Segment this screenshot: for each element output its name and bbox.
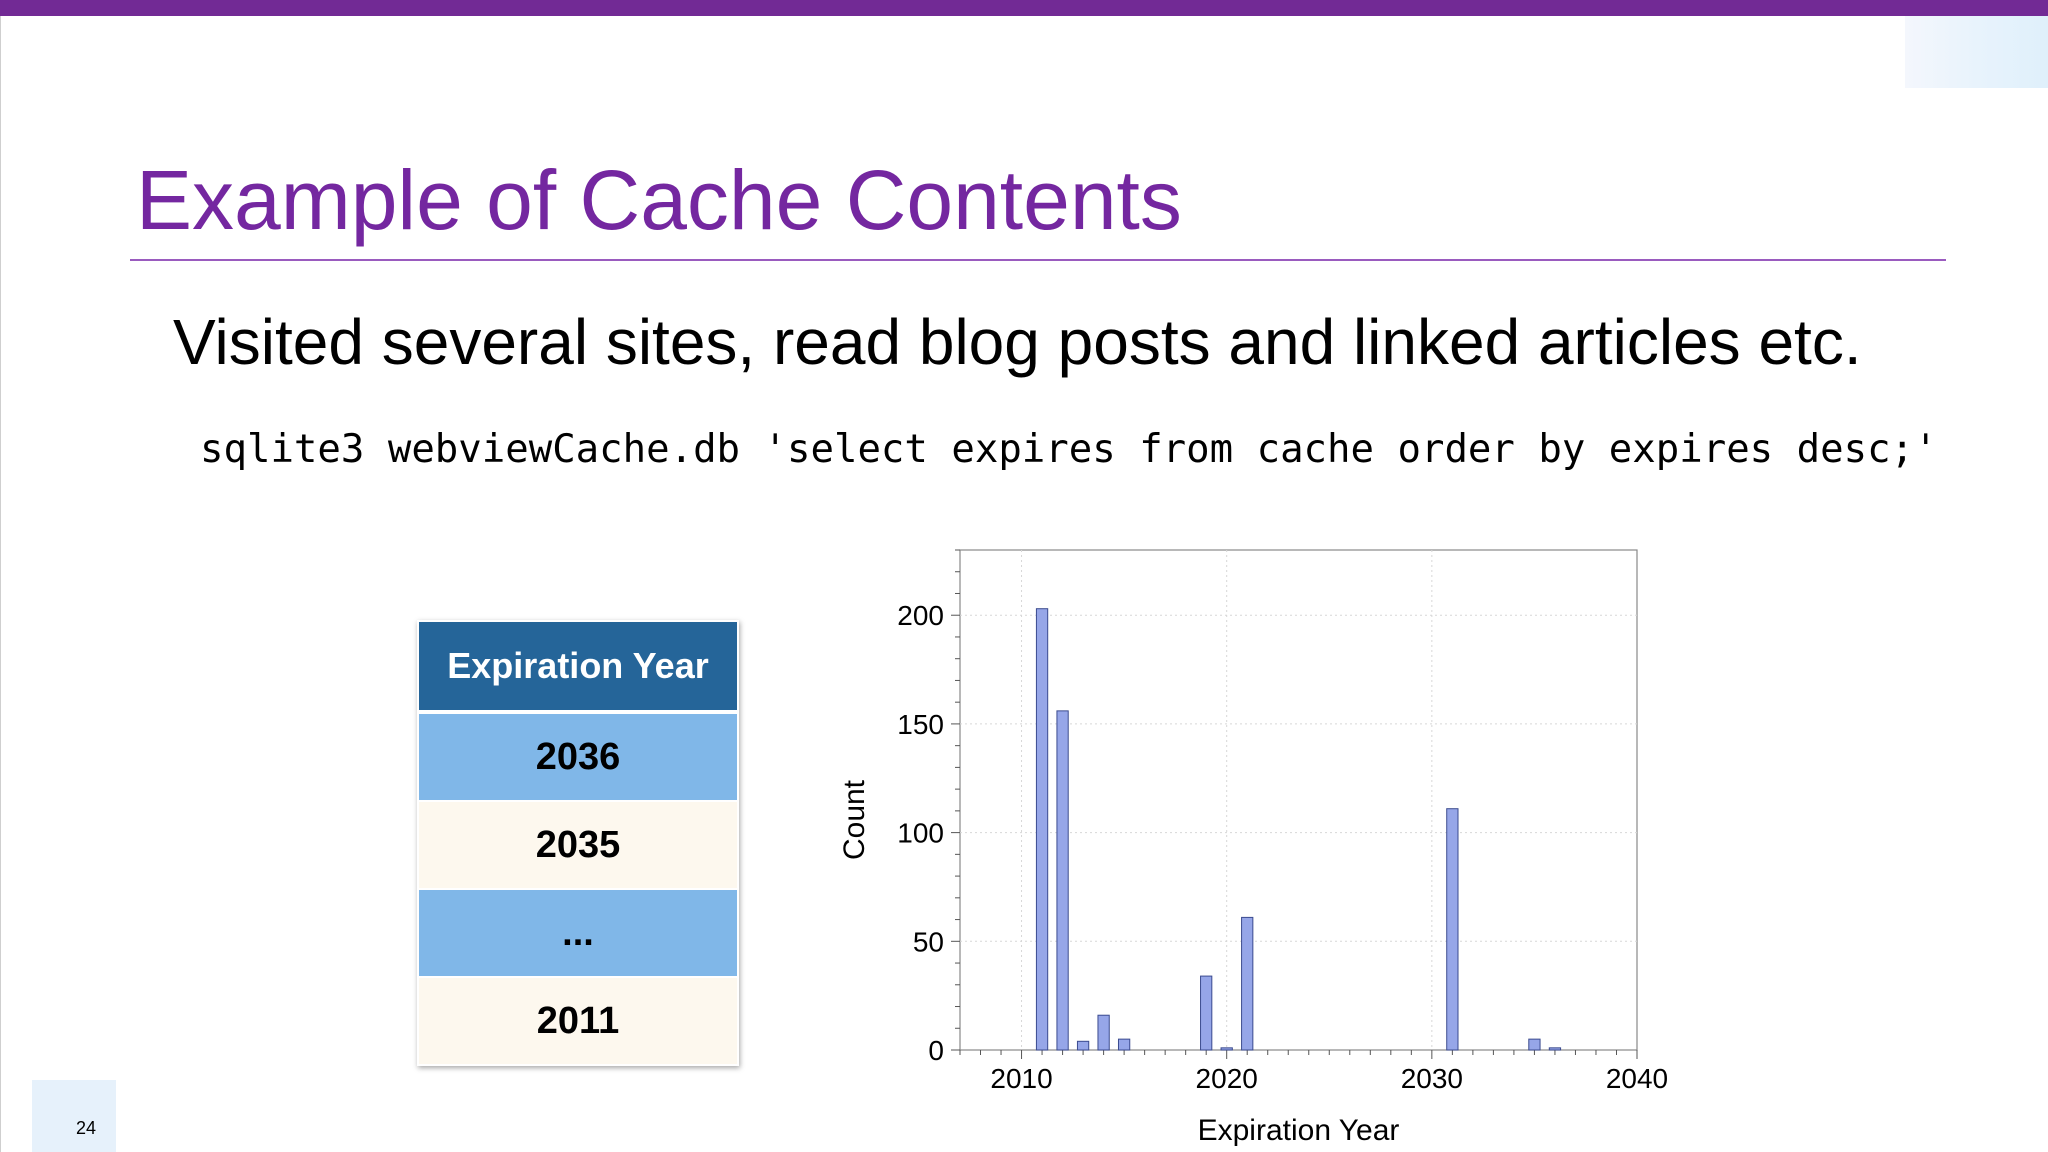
histogram-bar: [1097, 1014, 1110, 1051]
table-row: 2035: [417, 802, 739, 890]
histogram-bar: [1056, 710, 1069, 1051]
plot-frame: [959, 549, 1638, 1051]
table-cell: 2035: [417, 802, 739, 890]
histogram-bar: [1117, 1038, 1131, 1051]
histogram-bar: [1035, 608, 1049, 1051]
title-underline: [130, 259, 1946, 261]
y-tick-label: 0: [928, 1035, 944, 1066]
y-tick-label: 200: [897, 600, 944, 631]
table-header: Expiration Year: [417, 620, 739, 714]
slide-subtitle: Visited several sites, read blog posts a…: [173, 306, 1862, 378]
bottom-left-decoration: [32, 1080, 116, 1152]
histogram-bar: [1528, 1038, 1541, 1051]
x-tick-label: 2020: [1196, 1063, 1258, 1094]
histogram-bar: [1241, 916, 1254, 1051]
histogram-bar: [1076, 1040, 1090, 1051]
table-cell: 2036: [417, 714, 739, 802]
x-axis-label: Expiration Year: [1198, 1114, 1400, 1147]
sql-command: sqlite3 webviewCache.db 'select expires …: [200, 427, 1938, 472]
table-row: ...: [417, 890, 739, 978]
table-cell: 2011: [417, 978, 739, 1066]
y-tick-label: 150: [897, 709, 944, 740]
slide-left-edge: [0, 16, 1, 1152]
y-axis-label: Count: [838, 779, 871, 860]
top-right-decoration: [1905, 16, 2048, 88]
histogram-bar: [1220, 1047, 1233, 1051]
histogram-bar: [1446, 808, 1459, 1051]
table-header-row: Expiration Year: [417, 620, 739, 714]
histogram-bar: [1200, 975, 1213, 1051]
table-row: 2036: [417, 714, 739, 802]
y-tick-label: 50: [913, 926, 944, 957]
histogram-bar: [1548, 1047, 1562, 1051]
y-tick-label: 100: [897, 818, 944, 849]
expiration-year-table: Expiration Year 2036 2035 ... 2011: [417, 620, 739, 1066]
top-accent-bar: [0, 0, 2048, 16]
slide-title: Example of Cache Contents: [136, 153, 1182, 247]
page-number: 24: [76, 1118, 97, 1138]
x-tick-label: 2040: [1606, 1063, 1668, 1094]
table-row: 2011: [417, 978, 739, 1066]
x-tick-label: 2010: [990, 1063, 1052, 1094]
table-cell: ...: [417, 890, 739, 978]
x-tick-label: 2030: [1401, 1063, 1463, 1094]
